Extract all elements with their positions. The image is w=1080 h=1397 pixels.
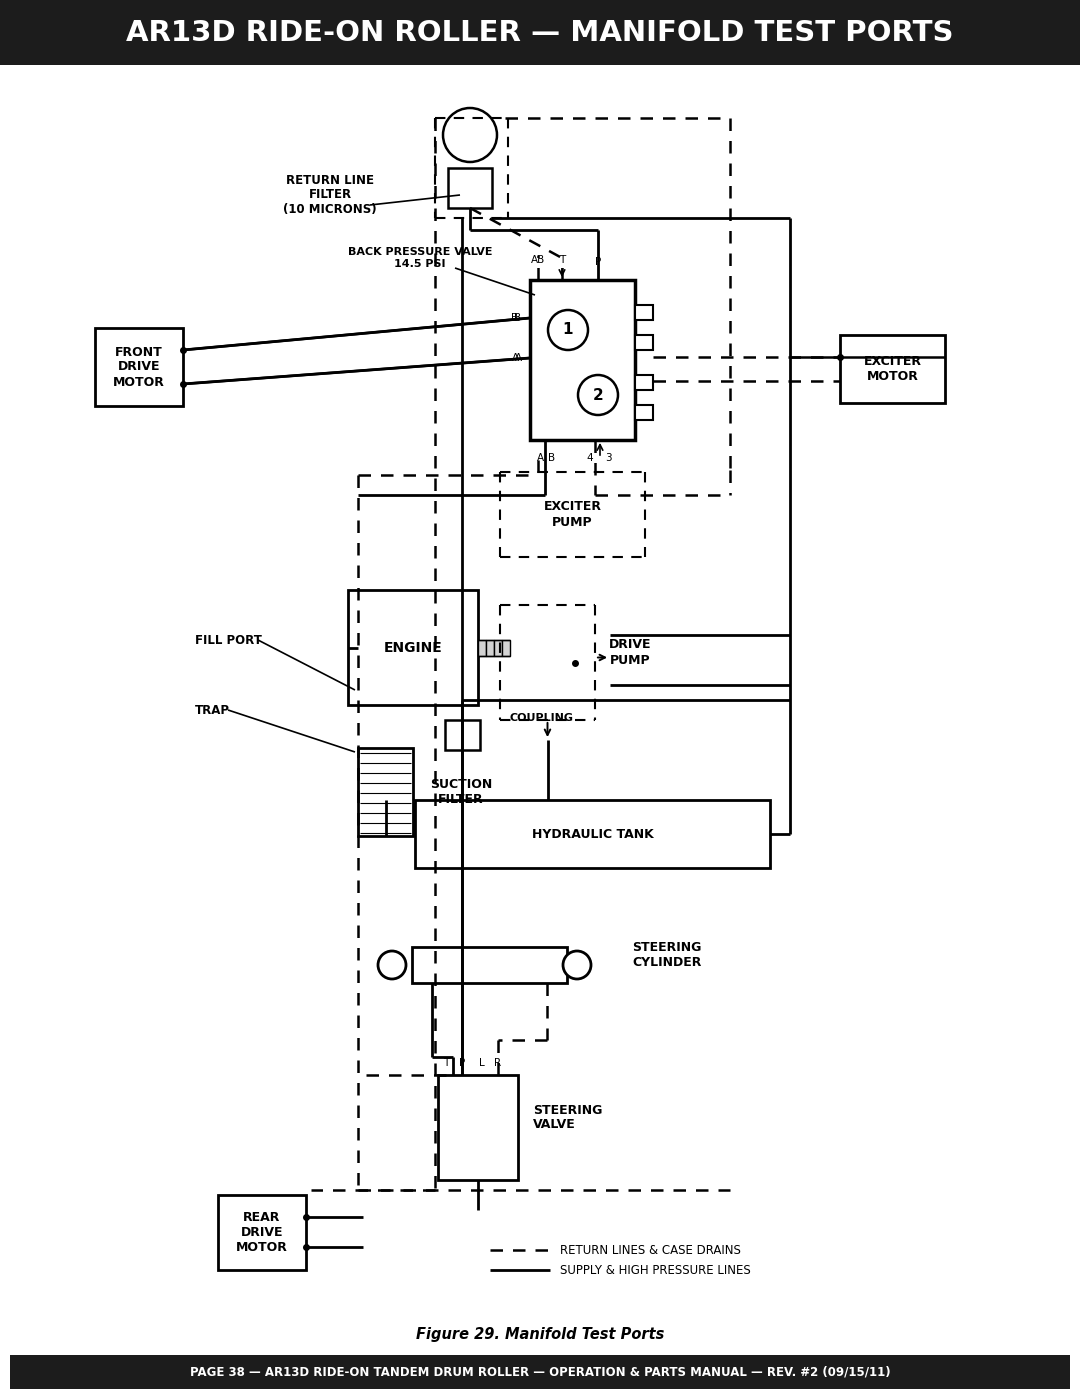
- Text: 1: 1: [563, 323, 573, 338]
- Text: STEERING
CYLINDER: STEERING CYLINDER: [632, 942, 701, 970]
- Text: A: A: [537, 453, 543, 462]
- Bar: [448, 168, 492, 208]
- Bar: [415, 800, 770, 868]
- Bar: [502, 640, 510, 655]
- Circle shape: [578, 374, 618, 415]
- Text: R: R: [495, 1058, 501, 1067]
- Bar: [357, 747, 413, 835]
- Bar: [486, 640, 494, 655]
- Text: HYDRAULIC TANK: HYDRAULIC TANK: [531, 827, 653, 841]
- Circle shape: [378, 951, 406, 979]
- Text: COUPLING: COUPLING: [510, 712, 573, 724]
- Text: T: T: [558, 256, 565, 265]
- Text: DRIVE
PUMP: DRIVE PUMP: [609, 638, 651, 666]
- Circle shape: [443, 108, 497, 162]
- Bar: [438, 1076, 518, 1180]
- Bar: [635, 405, 653, 420]
- Bar: [0, 0, 1080, 66]
- Text: SUPPLY & HIGH PRESSURE LINES: SUPPLY & HIGH PRESSURE LINES: [561, 1263, 751, 1277]
- Bar: [530, 279, 635, 440]
- Bar: [95, 328, 183, 407]
- Bar: [635, 335, 653, 351]
- Text: BACK PRESSURE VALVE
14.5 PSI: BACK PRESSURE VALVE 14.5 PSI: [348, 247, 492, 268]
- Text: 4: 4: [586, 453, 593, 462]
- Text: T: T: [443, 1058, 449, 1067]
- Text: B: B: [549, 453, 555, 462]
- Text: 3: 3: [605, 453, 611, 462]
- Text: P: P: [595, 257, 602, 267]
- Text: AB: AB: [531, 256, 545, 265]
- Text: B: B: [514, 313, 522, 323]
- Text: ENGINE: ENGINE: [383, 640, 443, 655]
- Bar: [840, 335, 945, 402]
- Text: 2: 2: [593, 387, 604, 402]
- Text: TRAP: TRAP: [195, 704, 230, 717]
- Text: L: L: [480, 1058, 485, 1067]
- Text: P: P: [459, 1058, 465, 1067]
- Bar: [218, 1194, 306, 1270]
- Bar: [635, 305, 653, 320]
- Bar: [348, 590, 478, 705]
- Bar: [445, 719, 480, 750]
- Text: FRONT
DRIVE
MOTOR: FRONT DRIVE MOTOR: [113, 345, 165, 388]
- Text: RETURN LINES & CASE DRAINS: RETURN LINES & CASE DRAINS: [561, 1243, 741, 1256]
- Text: B: B: [512, 313, 518, 323]
- Circle shape: [563, 951, 591, 979]
- Text: Figure 29. Manifold Test Ports: Figure 29. Manifold Test Ports: [416, 1327, 664, 1343]
- Text: EXCITER
MOTOR: EXCITER MOTOR: [864, 355, 921, 383]
- Bar: [10, 1355, 1070, 1389]
- Text: SUCTION
FILTER: SUCTION FILTER: [430, 778, 492, 806]
- Bar: [411, 947, 567, 983]
- Bar: [478, 640, 486, 655]
- Text: AR13D RIDE-ON ROLLER — MANIFOLD TEST PORTS: AR13D RIDE-ON ROLLER — MANIFOLD TEST POR…: [126, 20, 954, 47]
- Bar: [635, 374, 653, 390]
- Text: STEERING
VALVE: STEERING VALVE: [534, 1104, 603, 1132]
- Text: REAR
DRIVE
MOTOR: REAR DRIVE MOTOR: [237, 1211, 288, 1255]
- Text: A: A: [512, 353, 518, 363]
- Text: FILL PORT: FILL PORT: [195, 633, 261, 647]
- Text: EXCITER
PUMP: EXCITER PUMP: [543, 500, 602, 528]
- Bar: [494, 640, 502, 655]
- Text: RETURN LINE
FILTER
(10 MICRONS): RETURN LINE FILTER (10 MICRONS): [283, 173, 377, 217]
- Text: PAGE 38 — AR13D RIDE-ON TANDEM DRUM ROLLER — OPERATION & PARTS MANUAL — REV. #2 : PAGE 38 — AR13D RIDE-ON TANDEM DRUM ROLL…: [190, 1365, 890, 1379]
- Text: A: A: [514, 353, 522, 363]
- Circle shape: [548, 310, 588, 351]
